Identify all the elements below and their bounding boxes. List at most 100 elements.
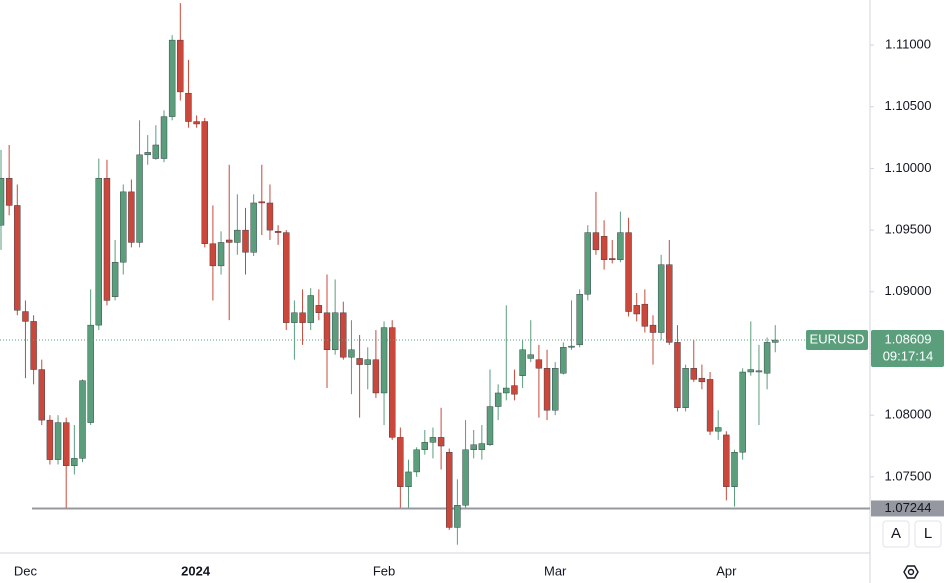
button-l[interactable]: [914, 520, 942, 548]
y-tick-label: 1.09000: [885, 283, 932, 298]
candle-body: [666, 264, 673, 343]
candle-body: [478, 443, 486, 450]
countdown-label: 09:17:14: [883, 348, 934, 363]
candle-body: [462, 449, 469, 506]
candle-body: [503, 387, 510, 394]
candle-body: [584, 232, 591, 295]
candle-body: [625, 232, 632, 312]
candle-body: [690, 368, 697, 380]
candle-body: [79, 380, 86, 459]
candle-body: [592, 232, 600, 251]
candle-body: [38, 369, 45, 421]
button-l-label[interactable]: L: [924, 525, 932, 542]
x-tick-label: Dec: [14, 563, 38, 578]
candle-body: [674, 342, 681, 408]
candle-body: [405, 471, 412, 487]
candle-body: [763, 342, 771, 374]
candle-body: [177, 39, 184, 93]
candle-body: [657, 264, 665, 333]
last-price-label: 1.08609: [885, 331, 932, 346]
candle-body: [437, 437, 445, 447]
candle-body: [250, 202, 257, 253]
candle-body: [739, 371, 746, 453]
candle-body: [225, 239, 233, 243]
candle-body: [715, 427, 722, 432]
symbol-tag: [806, 330, 868, 351]
candle-body: [323, 312, 331, 350]
button-a[interactable]: [882, 520, 910, 548]
candle-body: [193, 121, 200, 125]
candle-body: [242, 229, 249, 253]
settings-dot[interactable]: [907, 568, 915, 576]
candle-body: [454, 505, 461, 528]
candle-body: [649, 324, 657, 333]
candle-body: [152, 144, 160, 159]
candle-body: [486, 406, 494, 445]
candle-body: [291, 312, 298, 323]
settings-hexagon[interactable]: [903, 565, 919, 579]
x-tick-label: Mar: [544, 563, 567, 578]
y-tick-label: 1.11000: [885, 36, 931, 51]
candle-body: [543, 368, 551, 411]
candle-body: [46, 419, 54, 460]
candle-body: [209, 243, 217, 267]
candle-body: [103, 178, 111, 301]
candle-body: [698, 377, 706, 383]
candle-body: [274, 231, 282, 233]
candle-body: [723, 434, 730, 487]
candle-body: [111, 261, 119, 297]
candle-body: [299, 312, 306, 323]
candle-body: [364, 359, 371, 365]
candle-body: [772, 339, 779, 343]
support-tag: [871, 500, 944, 517]
candle-body: [307, 295, 314, 323]
candle-body: [731, 451, 738, 487]
button-a-label[interactable]: A: [891, 525, 901, 542]
candle-body: [413, 449, 420, 473]
candle-body: [0, 178, 5, 226]
candle-body: [128, 191, 135, 243]
candle-body: [682, 368, 689, 408]
candle-body: [397, 437, 404, 487]
candle-body: [755, 370, 763, 373]
candle-body: [494, 392, 502, 407]
candle-body: [144, 152, 151, 156]
candle-body: [95, 178, 103, 326]
settings-icon[interactable]: [903, 565, 919, 579]
candle-body: [747, 369, 754, 373]
candle-body: [71, 458, 78, 466]
candle-body: [389, 327, 396, 438]
candle-body: [356, 358, 363, 365]
candle-body: [600, 236, 608, 260]
candle-body: [87, 324, 94, 423]
candle-body: [429, 437, 437, 443]
candle-body: [519, 349, 526, 376]
candle-body: [168, 39, 176, 117]
support-label: 1.07244: [885, 500, 932, 515]
candle-body: [136, 154, 143, 243]
candles: [0, 3, 779, 545]
y-tick-label: 1.09500: [885, 222, 932, 237]
candle-body: [511, 385, 518, 395]
y-tick-label: 1.10000: [885, 160, 932, 175]
candle-body: [63, 422, 70, 466]
axis-mode-buttons: A L: [882, 520, 942, 548]
candle-body: [446, 451, 453, 528]
candle-body: [283, 232, 290, 323]
y-tick-label: 1.10500: [885, 98, 932, 113]
candle-body: [201, 121, 208, 244]
candle-body: [568, 345, 575, 348]
candle-body: [609, 258, 616, 260]
candle-body: [266, 202, 274, 231]
price-tag: [871, 330, 944, 368]
candle-body: [54, 422, 62, 460]
y-tick-label: 1.08000: [885, 407, 932, 422]
candle-body: [380, 327, 388, 394]
candle-body: [527, 354, 534, 359]
candle-body: [706, 379, 714, 432]
candle-body: [217, 242, 225, 267]
candle-body: [160, 116, 168, 159]
candle-body: [5, 178, 13, 206]
